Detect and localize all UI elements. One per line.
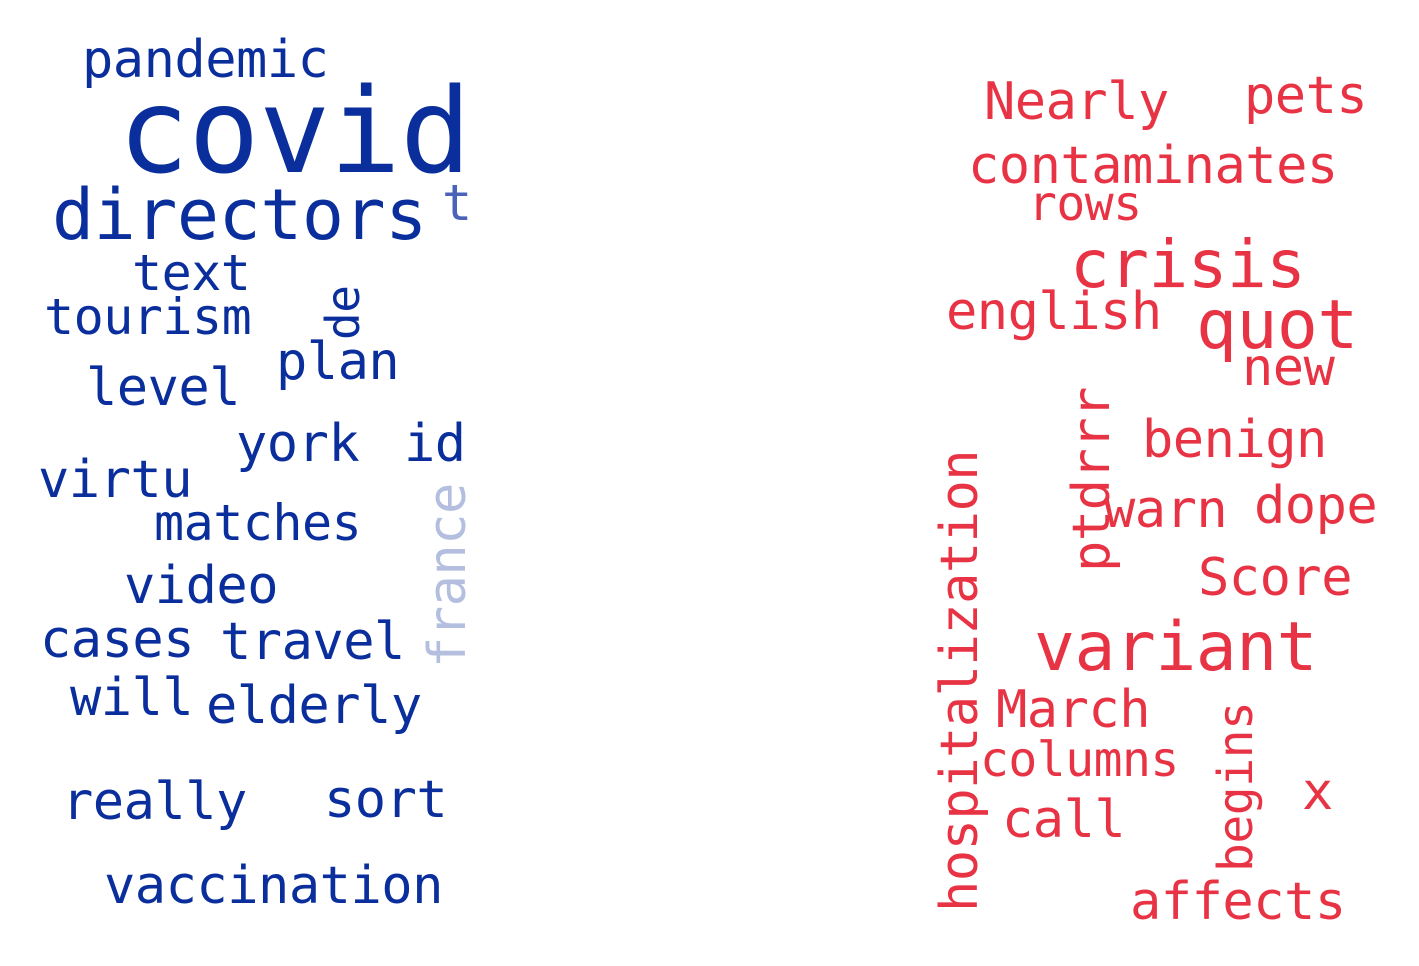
- word-nearly: Nearly: [984, 72, 1169, 132]
- word-tourism: tourism: [44, 288, 252, 346]
- word-travel: travel: [220, 612, 405, 672]
- word-cases: cases: [40, 610, 195, 670]
- word-affects: affects: [1130, 872, 1346, 932]
- word-france: france: [418, 483, 478, 668]
- word-crisis: crisis: [1070, 226, 1306, 303]
- word-warn: warn: [1104, 480, 1228, 540]
- word-contaminates: contaminates: [968, 136, 1338, 196]
- left-word-cloud: pandemic covid directors t text tourism …: [0, 0, 520, 966]
- word-will: will: [70, 668, 194, 728]
- word-score: Score: [1198, 548, 1353, 608]
- word-dope: dope: [1254, 476, 1378, 536]
- word-virtu: virtu: [38, 450, 193, 510]
- word-t: t: [442, 174, 472, 232]
- word-sort: sort: [324, 770, 448, 830]
- word-quot: quot: [1196, 286, 1358, 365]
- right-word-cloud: Nearly pets contaminates rows crisis eng…: [900, 0, 1419, 966]
- word-english: english: [946, 282, 1162, 342]
- word-really: really: [62, 772, 247, 832]
- word-id: id: [404, 414, 466, 474]
- word-matches: matches: [154, 494, 362, 552]
- word-elderly: elderly: [206, 676, 422, 736]
- word-hospitalization: hospitalization: [930, 449, 990, 912]
- word-x: x: [1302, 762, 1333, 822]
- word-pandemic: pandemic: [82, 30, 329, 90]
- word-level: level: [86, 358, 241, 418]
- word-directors: directors: [52, 174, 427, 256]
- word-call: call: [1002, 790, 1126, 850]
- word-text: text: [132, 244, 251, 302]
- word-variant: variant: [1034, 608, 1318, 687]
- word-benign: benign: [1142, 410, 1327, 470]
- word-rows: rows: [1028, 176, 1142, 232]
- word-vaccination: vaccination: [104, 856, 443, 916]
- word-begins: begins: [1208, 701, 1264, 872]
- word-video: video: [124, 556, 279, 616]
- word-covid: covid: [118, 62, 471, 200]
- word-pets: pets: [1244, 66, 1368, 126]
- word-march: March: [996, 680, 1151, 740]
- word-york: york: [236, 414, 360, 474]
- word-columns: columns: [980, 732, 1179, 788]
- word-new: new: [1242, 338, 1335, 398]
- word-plan: plan: [276, 332, 400, 392]
